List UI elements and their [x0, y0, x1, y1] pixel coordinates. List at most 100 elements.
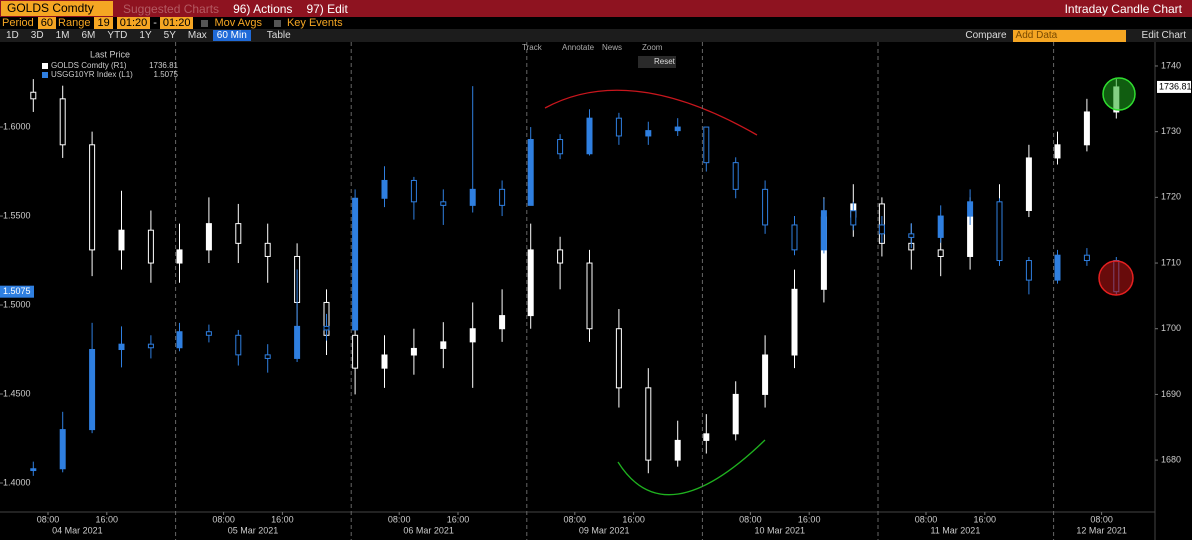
- period-field[interactable]: 60: [37, 17, 57, 29]
- y2-tick-label: 1680: [1161, 454, 1181, 464]
- candle-body: [1025, 260, 1032, 281]
- candle-body: [323, 325, 330, 331]
- edit-chart-button[interactable]: Edit Chart: [1141, 30, 1186, 41]
- candle-body: [176, 331, 183, 349]
- candle-body: [937, 215, 944, 238]
- x-tick-label: 08:00: [1090, 514, 1113, 524]
- candle-body: [557, 139, 564, 155]
- candle-body: [294, 325, 301, 359]
- legend-swatch: [42, 72, 48, 78]
- candle-body: [615, 328, 622, 389]
- candle-body: [762, 188, 769, 226]
- candle-body: [59, 98, 66, 146]
- range-button[interactable]: 5Y: [163, 30, 176, 41]
- chart-tool[interactable]: Annotate: [562, 43, 595, 52]
- candle-body: [645, 130, 652, 137]
- checkbox[interactable]: [201, 19, 209, 27]
- y-tick-label: 1.4000: [3, 477, 31, 487]
- period-label: Period: [2, 17, 34, 29]
- last-value-label: 1736.81: [1159, 81, 1192, 91]
- y-tick-label: 1.5000: [3, 299, 31, 309]
- candle-body: [381, 354, 388, 369]
- candle-body: [967, 201, 974, 217]
- key-events[interactable]: Key Events: [286, 17, 343, 29]
- x-tick-label: 08:00: [739, 514, 762, 524]
- y-tick-label: 1.5500: [3, 210, 31, 220]
- candle-body: [1054, 144, 1061, 159]
- candle-body: [410, 179, 417, 203]
- candle-body: [499, 315, 506, 330]
- candle-body: [118, 343, 125, 351]
- date-label: 06 Mar 2021: [403, 525, 454, 535]
- date-label: 09 Mar 2021: [579, 525, 630, 535]
- x-tick-label: 16:00: [798, 514, 821, 524]
- date-label: 04 Mar 2021: [52, 525, 103, 535]
- edit-menu[interactable]: 97) Edit: [306, 1, 348, 16]
- range-button[interactable]: Max: [187, 30, 207, 41]
- range-button[interactable]: 6M: [81, 30, 96, 41]
- range-button[interactable]: YTD: [107, 30, 128, 41]
- candle-body: [30, 91, 37, 100]
- reset-button[interactable]: [638, 56, 676, 68]
- annotation-circle: [1098, 260, 1134, 296]
- candle-body: [674, 439, 681, 461]
- chart-tool[interactable]: News: [602, 43, 622, 52]
- annotation-arc: [544, 89, 758, 136]
- x-tick-label: 16:00: [974, 514, 997, 524]
- candle-body: [264, 354, 271, 359]
- title-bar: GOLDS Comdty Suggested Charts 96) Action…: [0, 0, 1192, 17]
- chart-tool[interactable]: Zoom: [642, 43, 663, 52]
- range-button[interactable]: 1D: [6, 30, 19, 41]
- add-data-field[interactable]: Add Data: [1012, 29, 1126, 42]
- legend-title: Last Price: [90, 49, 130, 59]
- range-button[interactable]: 1M: [55, 30, 70, 41]
- candle-body: [235, 334, 242, 356]
- checkbox[interactable]: [273, 19, 281, 27]
- actions-menu[interactable]: 96) Actions: [233, 1, 293, 16]
- candle-body: [264, 242, 271, 257]
- interval-button[interactable]: 60 Min: [212, 30, 251, 41]
- candle-body: [235, 223, 242, 244]
- table-button[interactable]: Table: [266, 30, 291, 41]
- candle-body: [791, 288, 798, 356]
- chart-tool[interactable]: Track: [522, 43, 543, 52]
- y2-tick-label: 1730: [1161, 126, 1181, 136]
- candle-body: [1083, 111, 1090, 146]
- end-field[interactable]: 01:20: [159, 17, 194, 29]
- x-tick-label: 16:00: [622, 514, 645, 524]
- legend-value: 1.5075: [154, 70, 179, 79]
- last-value-box: [1157, 80, 1191, 93]
- candle-body: [586, 117, 593, 155]
- candle-body: [352, 197, 359, 331]
- compare-button[interactable]: Compare: [965, 30, 1007, 41]
- candle-body: [762, 354, 769, 395]
- date-label: 05 Mar 2021: [228, 525, 279, 535]
- range-button[interactable]: 1Y: [139, 30, 152, 41]
- date-label: 11 Mar 2021: [930, 525, 980, 535]
- toolbar: 1D 3D 1M 6M YTD 1Y 5Y Max 60 Min Table Compare …: [0, 29, 1192, 42]
- x-tick-label: 08:00: [388, 514, 411, 524]
- candle-body: [850, 210, 857, 226]
- x-tick-label: 16:00: [271, 514, 294, 524]
- last-value-box: [0, 285, 34, 298]
- candle-body: [410, 347, 417, 356]
- suggested-charts[interactable]: Suggested Charts: [123, 1, 220, 16]
- candle-body: [89, 144, 96, 251]
- reset-label[interactable]: Reset: [654, 57, 676, 66]
- security-field[interactable]: GOLDS Comdty: [1, 1, 113, 16]
- candle-body: [791, 224, 798, 251]
- candle-body: [937, 249, 944, 257]
- range-button[interactable]: 3D: [30, 30, 44, 41]
- candle-body: [908, 233, 915, 238]
- candle-body: [732, 393, 739, 435]
- candle-body: [176, 249, 183, 264]
- x-tick-label: 16:00: [96, 514, 119, 524]
- candle-body: [703, 126, 710, 164]
- candle-body: [732, 162, 739, 190]
- date-label: 12 Mar 2021: [1076, 525, 1127, 535]
- start-field[interactable]: 01:20: [116, 17, 151, 29]
- range-field[interactable]: 19: [94, 17, 113, 29]
- mov-avgs[interactable]: Mov Avgs: [214, 17, 262, 29]
- candle-body: [205, 331, 212, 336]
